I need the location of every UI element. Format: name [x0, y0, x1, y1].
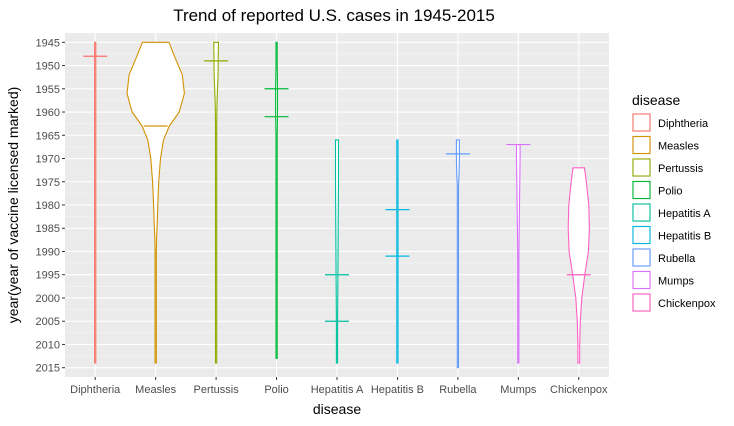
violins [83, 41, 591, 369]
y-tick-label: 1980 [36, 200, 60, 212]
violin-measles [126, 41, 185, 364]
legend-label: Hepatitis B [658, 231, 711, 243]
legend-key [632, 293, 651, 312]
x-tick-label: Polio [264, 384, 288, 396]
violin-mumps [506, 143, 531, 364]
x-tick-label: Hepatitis A [311, 384, 364, 396]
violin-hepatitis-a [325, 139, 349, 364]
x-tick-label: Chickenpox [550, 384, 608, 396]
legend-item-diphtheria: Diphtheria [632, 113, 709, 132]
legend-label: Diphtheria [658, 118, 709, 130]
legend-item-chickenpox: Chickenpox [632, 293, 716, 312]
y-tick-label: 2015 [36, 363, 60, 375]
x-axis-ticks: Diphtheria Measles Pertussis Polio Hepatitis… [70, 377, 608, 396]
violin-shape [567, 167, 590, 364]
violin-diphtheria [83, 41, 108, 364]
legend-key [632, 270, 651, 290]
legend-key [632, 158, 651, 177]
y-tick-label: 2005 [36, 316, 60, 328]
violin-shape [126, 41, 185, 364]
legend-label: Rubella [658, 253, 696, 265]
legend-label: Polio [658, 186, 682, 198]
y-tick-label: 1995 [36, 270, 60, 282]
legend-items: Diphtheria Measles Pertussis Polio Hepatitis… [632, 113, 716, 312]
violin-hepatitis-b [385, 139, 410, 364]
violin-shape [213, 41, 220, 364]
violin-polio [264, 41, 289, 359]
legend-item-rubella: Rubella [632, 248, 696, 267]
y-tick-label: 2000 [36, 293, 60, 305]
y-tick-label: 1950 [36, 61, 60, 73]
legend-label: Mumps [658, 276, 695, 288]
y-tick-label: 1945 [36, 37, 60, 49]
violin-shape [396, 139, 399, 364]
legend-key [632, 225, 651, 245]
x-tick-label: Diphtheria [70, 384, 121, 396]
y-tick-label: 1975 [36, 177, 60, 189]
legend-item-hepatitis-a: Hepatitis A [632, 203, 711, 222]
legend-key [632, 180, 651, 200]
y-tick-label: 1990 [36, 246, 60, 258]
y-tick-label: 1955 [36, 84, 60, 96]
y-axis-ticks: 1945 1950 1955 1960 1965 1970 1975 1980 1985 1990… [36, 37, 65, 375]
y-tick-label: 1965 [36, 130, 60, 142]
legend-label: Hepatitis A [658, 208, 711, 220]
y-tick-label: 1985 [36, 223, 60, 235]
x-tick-label: Rubella [439, 384, 477, 396]
y-tick-label: 1970 [36, 154, 60, 166]
violin-rubella [445, 139, 470, 369]
violin-shape [94, 41, 97, 364]
x-tick-label: Hepatitis B [371, 384, 424, 396]
legend-title: disease [632, 92, 680, 108]
legend-key [632, 113, 651, 132]
legend-item-measles: Measles [632, 135, 699, 155]
violin-shape [275, 41, 279, 359]
legend-item-pertussis: Pertussis [632, 158, 704, 177]
legend-item-mumps: Mumps [632, 270, 695, 290]
legend-label: Measles [658, 141, 699, 153]
y-axis-label: year(year of vaccine licensed marked) [5, 87, 21, 324]
legend-label: Chickenpox [658, 298, 716, 310]
x-tick-label: Mumps [500, 384, 537, 396]
x-axis-label: disease [313, 401, 361, 417]
legend-key [632, 248, 651, 267]
y-tick-label: 1960 [36, 107, 60, 119]
violin-shape [334, 139, 340, 364]
violin-shape [455, 139, 460, 369]
x-tick-label: Measles [135, 384, 176, 396]
legend-item-polio: Polio [632, 180, 682, 200]
legend: disease Diphtheria Measles Pertussis Polio H… [632, 92, 716, 312]
x-tick-label: Pertussis [193, 384, 239, 396]
legend-label: Pertussis [658, 163, 704, 175]
violin-chickenpox [566, 167, 591, 364]
violin-pertussis [204, 41, 229, 364]
legend-key [632, 135, 651, 155]
violin-shape [515, 144, 521, 364]
chart-title: Trend of reported U.S. cases in 1945-201… [173, 6, 495, 25]
y-tick-label: 2010 [36, 339, 60, 351]
legend-key [632, 203, 651, 222]
legend-item-hepatitis-b: Hepatitis B [632, 225, 711, 245]
